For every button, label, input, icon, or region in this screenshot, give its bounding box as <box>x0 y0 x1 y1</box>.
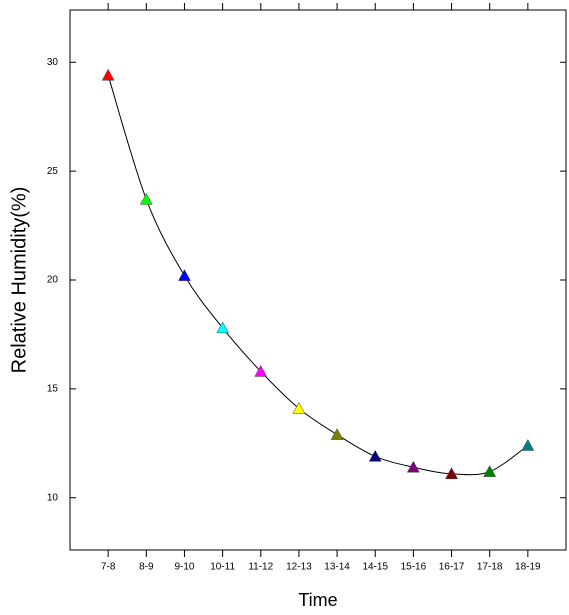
x-tick-label: 18-19 <box>515 562 541 573</box>
y-tick-label: 20 <box>47 275 59 286</box>
y-axis-title: Relative Humidity(%) <box>8 187 30 374</box>
x-tick-label: 9-10 <box>174 562 194 573</box>
marker <box>483 465 497 477</box>
x-tick-label: 14-15 <box>362 562 388 573</box>
y-tick-label: 25 <box>47 166 59 177</box>
x-tick-label: 11-12 <box>248 562 273 573</box>
x-tick-label: 10-11 <box>210 562 235 573</box>
x-tick-label: 17-18 <box>477 562 503 573</box>
y-tick-label: 10 <box>47 492 59 503</box>
marker <box>254 364 268 377</box>
marker <box>521 438 535 451</box>
x-axis-title: Time <box>298 590 337 610</box>
marker <box>178 269 191 281</box>
x-tick-label: 15-16 <box>401 562 427 573</box>
x-tick-label: 7-8 <box>101 562 116 573</box>
y-tick-label: 15 <box>47 384 59 395</box>
x-tick-label: 16-17 <box>439 562 465 573</box>
x-tick-label: 12-13 <box>286 562 312 573</box>
marker <box>368 449 382 462</box>
marker <box>139 192 153 205</box>
data-line <box>107 75 529 476</box>
marker <box>292 401 306 414</box>
marker <box>216 321 230 334</box>
marker <box>445 467 458 480</box>
marker <box>406 460 420 473</box>
x-tick-label: 8-9 <box>139 562 154 573</box>
marker <box>330 428 344 440</box>
x-tick-label: 13-14 <box>324 562 350 573</box>
marker <box>101 68 115 81</box>
y-tick-label: 30 <box>47 57 59 68</box>
